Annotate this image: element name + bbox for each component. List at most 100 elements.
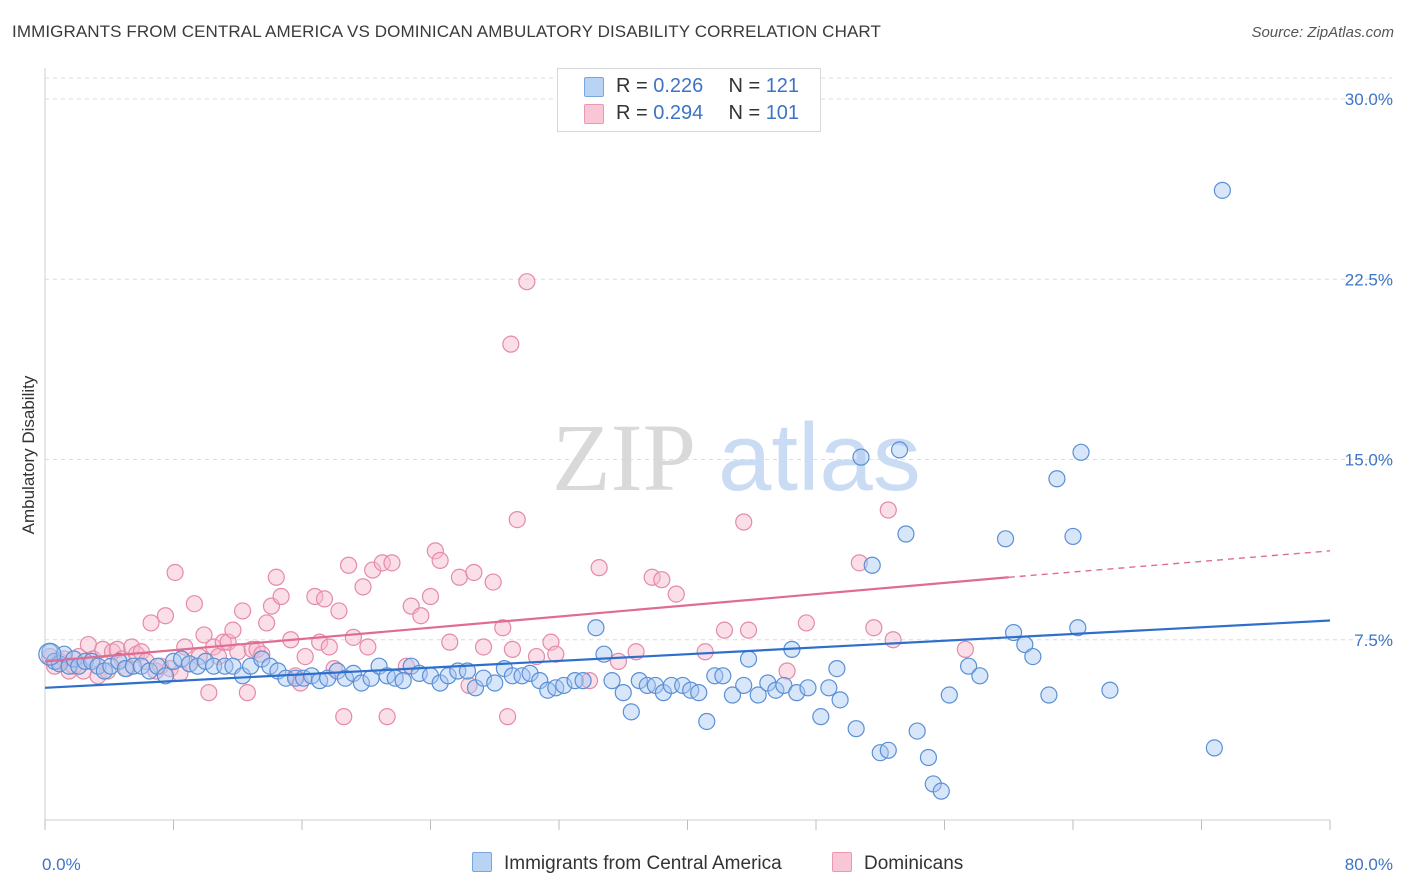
data-point-central-america <box>812 708 830 726</box>
data-point-central-america <box>352 674 371 692</box>
data-point-dominicans <box>884 631 902 649</box>
data-point-central-america <box>1024 647 1042 666</box>
y-tick-label: 30.0% <box>1345 90 1393 109</box>
data-point-dominicans <box>233 602 252 620</box>
data-point-central-america <box>1064 527 1082 546</box>
x-tick-label: 80.0% <box>1345 855 1393 874</box>
data-point-dominicans <box>865 619 883 637</box>
data-point-central-america <box>996 530 1015 548</box>
data-point-dominicans <box>359 638 377 656</box>
bottom-legend-swatch-pink <box>832 852 852 872</box>
data-point-dominicans <box>412 607 430 625</box>
data-point-dominicans <box>373 554 391 572</box>
data-point-central-america <box>739 650 758 668</box>
data-point-central-america <box>897 525 915 543</box>
legend-swatch-blue <box>584 77 604 97</box>
data-point-dominicans <box>248 640 266 658</box>
chart-title: IMMIGRANTS FROM CENTRAL AMERICA VS DOMIN… <box>12 22 881 41</box>
data-point-central-america <box>940 686 958 704</box>
data-point-central-america <box>908 722 926 740</box>
data-point-dominicans <box>484 573 502 591</box>
data-point-dominicans <box>224 621 242 639</box>
source-label: Source: ZipAtlas.com <box>1251 24 1394 41</box>
data-point-central-america <box>1048 470 1066 488</box>
data-point-central-america <box>1101 681 1119 699</box>
data-point-central-america <box>788 684 806 702</box>
trend-line-dominicans-extension <box>1008 550 1331 578</box>
data-point-central-america <box>971 667 989 685</box>
data-point-dominicans <box>296 647 314 666</box>
legend-r-label: R = <box>616 75 654 97</box>
data-point-dominicans <box>185 595 203 613</box>
data-point-dominicans <box>426 542 444 560</box>
trend-lines <box>44 550 1331 689</box>
y-tick-label: 7.5% <box>1354 631 1393 650</box>
data-point-dominicans <box>383 554 401 572</box>
data-point-central-america <box>820 679 838 697</box>
data-point-dominicans <box>518 273 536 291</box>
gridlines <box>45 77 1392 641</box>
data-point-dominicans <box>330 602 348 620</box>
data-point-dominicans <box>735 513 753 531</box>
data-point-central-america <box>767 681 785 699</box>
data-point-central-america <box>690 684 708 702</box>
data-point-dominicans <box>166 563 184 582</box>
y-tick-label: 22.5% <box>1345 270 1393 289</box>
data-point-dominicans <box>253 645 271 663</box>
y-axis-label: Ambulatory Disability <box>19 375 38 534</box>
data-point-central-america <box>723 686 742 704</box>
data-point-central-america <box>1069 619 1087 637</box>
data-point-central-america <box>1040 686 1058 704</box>
data-point-dominicans <box>739 621 758 639</box>
data-point-central-america <box>603 672 621 690</box>
legend-n-label: N = <box>728 102 766 124</box>
bottom-legend-label: Immigrants from Central America <box>504 853 782 874</box>
data-point-dominicans <box>142 614 160 632</box>
bottom-legend-swatch-blue <box>472 852 492 872</box>
data-point-dominicans <box>547 645 565 663</box>
axes <box>44 68 1331 830</box>
trend-line-dominicans <box>44 576 1009 663</box>
data-point-central-america <box>828 659 846 678</box>
data-point-dominicans <box>502 335 520 353</box>
data-point-dominicans <box>850 554 868 572</box>
data-point-dominicans <box>494 619 512 637</box>
x-tick-labels: 0.0% 80.0% <box>42 855 1393 874</box>
data-point-dominicans <box>503 640 522 658</box>
data-point-dominicans <box>267 568 285 586</box>
data-point-central-america <box>775 676 793 695</box>
data-point-central-america <box>714 667 732 685</box>
data-point-central-america <box>503 667 522 685</box>
data-point-central-america <box>932 782 950 800</box>
data-point-dominicans <box>715 621 734 639</box>
data-point-central-america <box>831 691 849 709</box>
data-point-dominicans <box>195 626 213 644</box>
data-point-central-america <box>156 667 175 685</box>
data-point-central-america <box>197 652 215 670</box>
data-point-central-america <box>1205 739 1223 757</box>
data-point-central-america <box>749 686 767 704</box>
data-point-dominicans <box>474 638 493 656</box>
watermark-atlas: atlas <box>718 404 921 511</box>
data-point-dominicans <box>421 587 440 606</box>
data-point-dominicans <box>200 684 218 702</box>
data-point-dominicans <box>667 585 685 603</box>
y-tick-label: 15.0% <box>1345 451 1393 470</box>
watermark-zip: ZIP <box>552 404 696 511</box>
data-point-dominicans <box>315 590 334 608</box>
data-point-dominicans <box>364 561 382 579</box>
data-point-dominicans <box>378 708 396 726</box>
legend-n-value: 121 <box>765 75 800 97</box>
data-point-dominicans <box>79 635 97 654</box>
data-point-central-america <box>852 448 870 466</box>
data-point-central-america <box>486 674 504 692</box>
data-point-central-america <box>863 556 881 574</box>
legend-n-value: 101 <box>765 102 800 124</box>
y-tick-labels: 7.5% 15.0% 22.5% 30.0% <box>1345 90 1393 650</box>
data-point-dominicans <box>590 559 608 577</box>
correlation-legend: R = 0.226 N = 121 R = 0.294 N = 101 <box>557 68 821 132</box>
data-point-central-america <box>1213 181 1231 199</box>
data-point-central-america <box>574 672 592 690</box>
data-point-dominicans <box>441 633 459 651</box>
legend-r-value: 0.226 <box>653 75 704 97</box>
